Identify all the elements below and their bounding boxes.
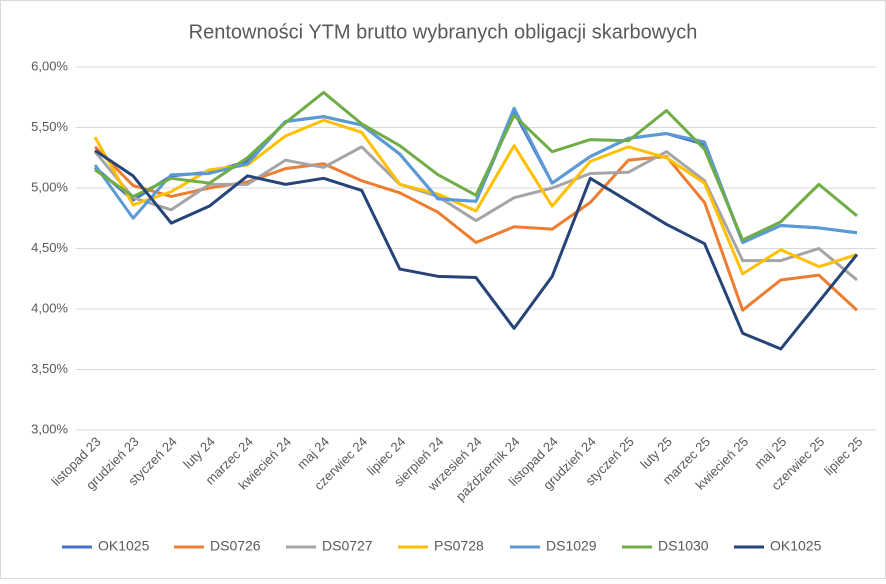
y-tick-label: 4,00% <box>31 300 68 315</box>
series-line <box>94 90 858 242</box>
y-tick-label: 3,00% <box>31 421 68 436</box>
legend-label: OK1025 <box>770 538 822 554</box>
legend-label: DS0727 <box>322 538 373 554</box>
legend-label: OK1025 <box>98 538 150 554</box>
series-line <box>94 149 859 351</box>
chart-title: Rentowności YTM brutto wybranych obligac… <box>189 21 698 43</box>
legend-label: PS0728 <box>434 538 484 554</box>
y-tick-label: 5,50% <box>31 119 68 134</box>
y-tick-label: 6,00% <box>31 58 68 73</box>
legend-label: DS0726 <box>210 538 261 554</box>
legend-label: DS1030 <box>658 538 709 554</box>
y-tick-label: 3,50% <box>31 361 68 376</box>
series-line <box>93 145 858 282</box>
series-line <box>93 118 858 276</box>
y-tick-label: 4,50% <box>31 240 68 255</box>
series-line <box>93 145 858 312</box>
legend-label: DS1029 <box>546 538 597 554</box>
y-tick-label: 5,00% <box>31 179 68 194</box>
